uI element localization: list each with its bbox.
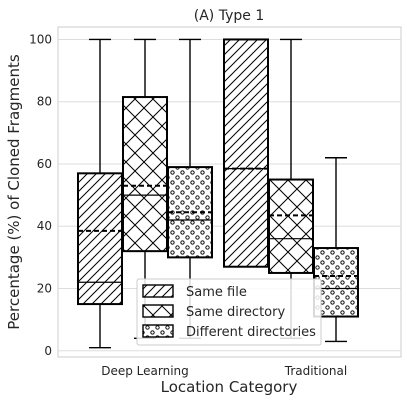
box-iqr — [268, 178, 314, 274]
y-axis-label: Percentage (%) of Cloned Fragments — [5, 54, 23, 330]
box-iqr — [223, 38, 269, 268]
legend-item: Different directories — [142, 324, 316, 340]
box-iqr — [77, 172, 123, 306]
x-axis-ticks: Deep Learning Traditional — [101, 364, 347, 378]
box-same-directory — [268, 38, 314, 340]
legend-item: Same directory — [142, 304, 285, 320]
legend-frame — [136, 278, 322, 346]
legend-label: Same file — [186, 285, 247, 300]
boxes — [77, 38, 359, 349]
box-iqr — [122, 96, 168, 253]
y-tick-label: 100 — [29, 32, 52, 46]
legend-swatch — [142, 324, 174, 338]
box-same-file — [77, 38, 123, 349]
box-iqr — [167, 166, 213, 259]
y-tick-label: 0 — [44, 344, 52, 358]
x-tick-label: Traditional — [284, 364, 347, 378]
y-tick-label: 40 — [37, 219, 52, 233]
legend-item: Same file — [142, 284, 247, 300]
y-axis-ticks: 0 20 40 60 80 100 — [29, 32, 52, 357]
y-tick-label: 80 — [37, 95, 52, 109]
chart-title: (A) Type 1 — [194, 8, 264, 24]
box-same-file — [223, 38, 269, 268]
box-same-directory — [122, 38, 168, 340]
x-tick-label: Deep Learning — [101, 364, 189, 378]
legend-swatch — [142, 284, 174, 298]
y-tick-label: 20 — [37, 282, 52, 296]
x-axis-label: Location Category — [161, 378, 298, 396]
legend-swatch — [142, 304, 174, 318]
legend-label: Same directory — [186, 305, 285, 320]
legend-label: Different directories — [186, 325, 316, 340]
box-different-directories — [167, 38, 213, 340]
legend: Same file Same directory Different directo… — [136, 278, 322, 346]
y-tick-label: 60 — [37, 157, 52, 171]
